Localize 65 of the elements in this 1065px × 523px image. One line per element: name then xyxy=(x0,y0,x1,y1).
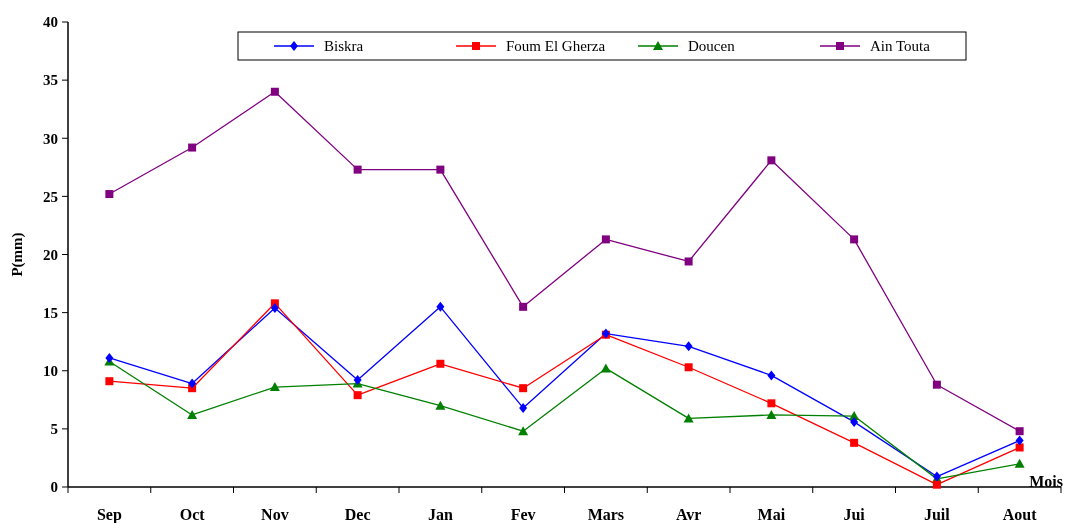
y-tick-label: 20 xyxy=(43,246,58,263)
y-tick-label: 25 xyxy=(43,188,58,205)
point xyxy=(105,352,114,363)
x-tick-label: Mai xyxy=(757,506,786,523)
point xyxy=(600,363,611,373)
point xyxy=(767,156,776,165)
x-axis-title: Mois xyxy=(1029,473,1063,490)
point xyxy=(435,400,446,410)
point xyxy=(518,426,529,436)
y-tick-label: 15 xyxy=(43,304,58,321)
y-tick-label: 10 xyxy=(43,363,58,379)
point xyxy=(519,384,528,393)
x-tick-label: Dec xyxy=(344,506,371,523)
point xyxy=(519,302,528,311)
point xyxy=(1015,443,1024,452)
point xyxy=(188,143,197,152)
point xyxy=(270,302,279,313)
point xyxy=(1015,427,1024,436)
x-tick-label: Fev xyxy=(510,506,536,523)
point xyxy=(270,87,279,96)
point xyxy=(105,190,114,199)
legend-label: Biskra xyxy=(324,38,364,55)
y-tick-label: 40 xyxy=(43,14,58,31)
y-tick-label: 0 xyxy=(50,479,58,496)
point xyxy=(1015,435,1024,446)
legend-label: Ain Touta xyxy=(870,38,931,55)
point xyxy=(850,416,859,427)
point xyxy=(850,438,859,447)
x-tick-label: Sep xyxy=(96,506,122,523)
x-tick-label: Aout xyxy=(1002,506,1038,523)
point xyxy=(353,165,362,174)
point xyxy=(436,165,445,174)
point xyxy=(436,359,445,368)
point xyxy=(850,235,859,244)
point xyxy=(683,413,694,423)
y-tick-label: 30 xyxy=(43,130,58,147)
point xyxy=(684,341,693,352)
x-tick-label: Jui xyxy=(843,506,866,523)
x-tick-label: Oct xyxy=(179,506,206,523)
point xyxy=(684,257,693,266)
point xyxy=(932,380,941,389)
point xyxy=(269,382,280,392)
point xyxy=(436,301,445,312)
point xyxy=(1014,458,1025,468)
point xyxy=(601,235,610,244)
point xyxy=(519,402,528,413)
point xyxy=(767,370,776,381)
x-tick-label: Nov xyxy=(261,506,289,523)
x-tick-label: Juil xyxy=(923,506,951,523)
point xyxy=(684,363,693,372)
point xyxy=(187,409,198,419)
x-tick-label: Jan xyxy=(427,506,453,523)
x-tick-label: Avr xyxy=(675,506,702,523)
y-axis-title: P(mm) xyxy=(9,232,26,277)
point xyxy=(767,399,776,408)
point xyxy=(353,391,362,400)
y-tick-label: 35 xyxy=(43,72,58,89)
y-tick-label: 5 xyxy=(50,421,58,438)
point xyxy=(105,377,114,386)
x-tick-label: Mars xyxy=(587,506,625,523)
point xyxy=(188,378,197,389)
point xyxy=(766,409,777,419)
legend-label: Foum El Gherza xyxy=(506,38,606,55)
legend-label: Doucen xyxy=(688,38,736,55)
point xyxy=(932,480,941,489)
